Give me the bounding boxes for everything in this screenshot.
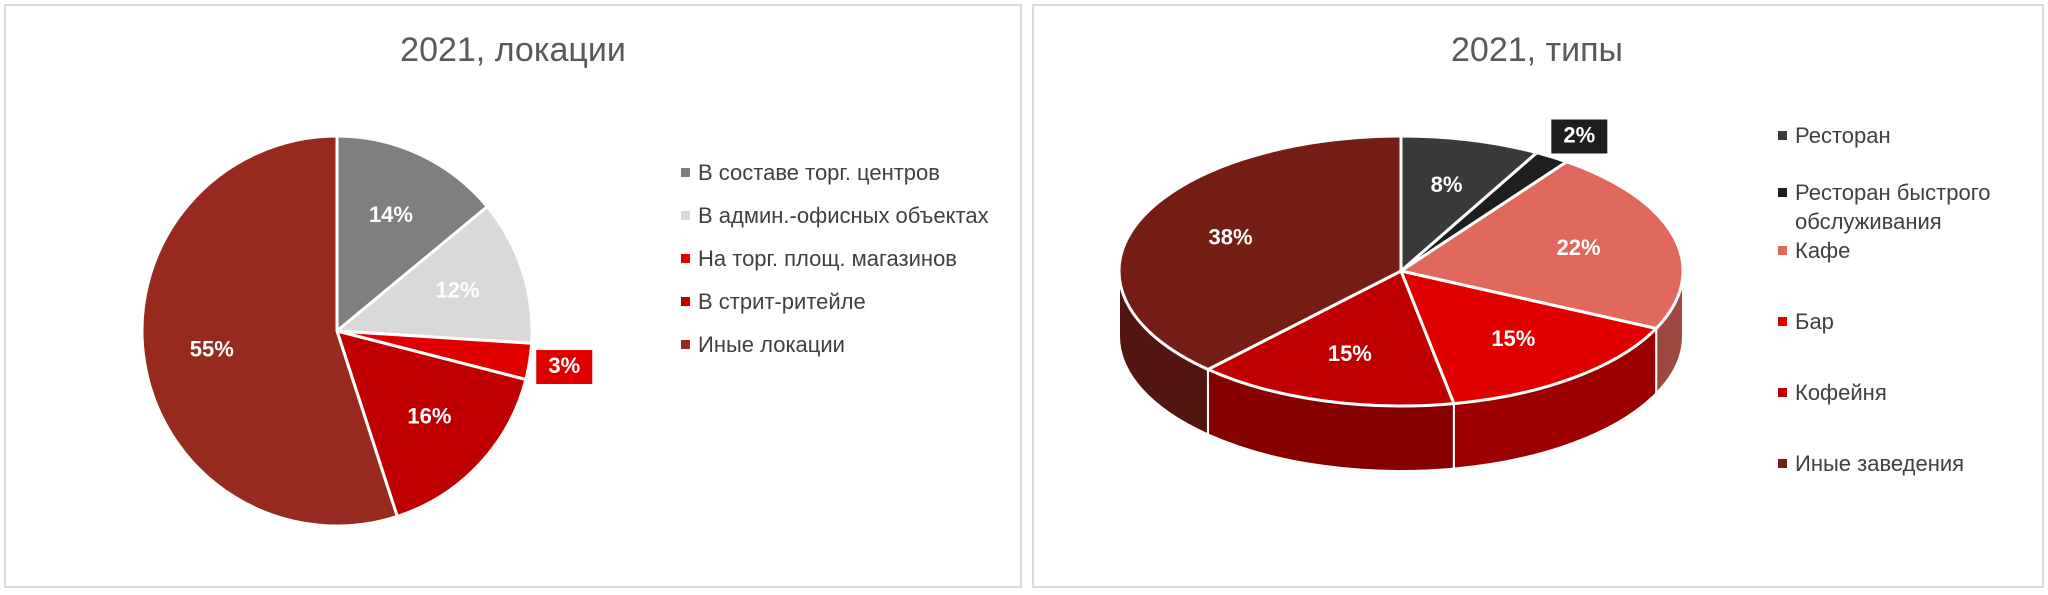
legend-swatch [1778,131,1787,140]
data-label: 55% [190,337,234,362]
data-label: 8% [1431,172,1463,197]
legend-swatch [1778,388,1787,397]
legend-label: Бар [1795,309,1834,334]
legend-item: Ресторан [1778,121,2038,150]
data-label: 38% [1209,225,1253,250]
label-box [536,349,593,384]
legend-item: В админ.-офисных объектах [681,201,1021,230]
data-label: 22% [1557,235,1601,260]
chart-title: 2021, типы [1451,31,1623,69]
data-label: 15% [1328,341,1372,366]
legend-item: Иные заведения [1778,449,2038,478]
legend-swatch [1778,459,1787,468]
slice [1398,268,1660,406]
chart-title: 2021, локации [400,31,626,69]
slice [333,204,534,345]
data-label: 16% [407,404,451,429]
legend-swatch [1778,317,1787,326]
legend-swatch [1778,188,1787,197]
legend-item: Ресторан быстрого обслуживания [1778,178,2038,236]
legend-label: Кофейня [1795,380,1887,405]
slice [335,134,490,335]
legend-label: Иные заведения [1795,451,1965,476]
legend-item: Кафе [1778,236,2038,265]
legend-swatch [681,340,690,349]
panel [1032,4,2044,588]
legend-label: На торг. площ. магазинов [698,246,957,271]
legend-item: В стрит-ритейле [681,287,1021,316]
legend-label: В админ.-офисных объектах [698,203,989,228]
legend-label: Иные локации [698,332,845,357]
legend-item: Кофейня [1778,378,2038,407]
legend-swatch [681,168,690,177]
slice [140,134,400,528]
slice [1204,268,1456,408]
legend-item: Иные локации [681,330,1021,359]
data-label: 15% [1491,326,1535,351]
slice [334,328,528,519]
legend-label: В стрит-ритейле [698,289,866,314]
legend-label: Ресторан [1795,123,1891,148]
legend-label: Кафе [1795,238,1851,263]
legend-item: На торг. площ. магазинов [681,244,1021,273]
data-label: 3% [548,353,580,378]
legend: Ресторан Ресторан быстрого обслуживания Ка… [1778,121,2038,478]
legend-item: Бар [1778,307,2038,336]
legend-label: Ресторан быстрого обслуживания [1795,180,1991,234]
data-label: 12% [436,278,480,303]
legend-swatch [681,254,690,263]
label-box [1551,119,1608,154]
legend-swatch [681,297,690,306]
legend-swatch [1778,246,1787,255]
legend-item: В составе торг. центров [681,158,1021,187]
data-label: 14% [369,202,413,227]
slice [1117,134,1403,372]
legend-label: В составе торг. центров [698,160,940,185]
data-label: 2% [1563,122,1595,147]
panel [4,4,1022,588]
legend: В составе торг. центров В админ.-офисных … [681,158,1021,359]
legend-swatch [681,211,690,220]
slice [1399,134,1540,275]
